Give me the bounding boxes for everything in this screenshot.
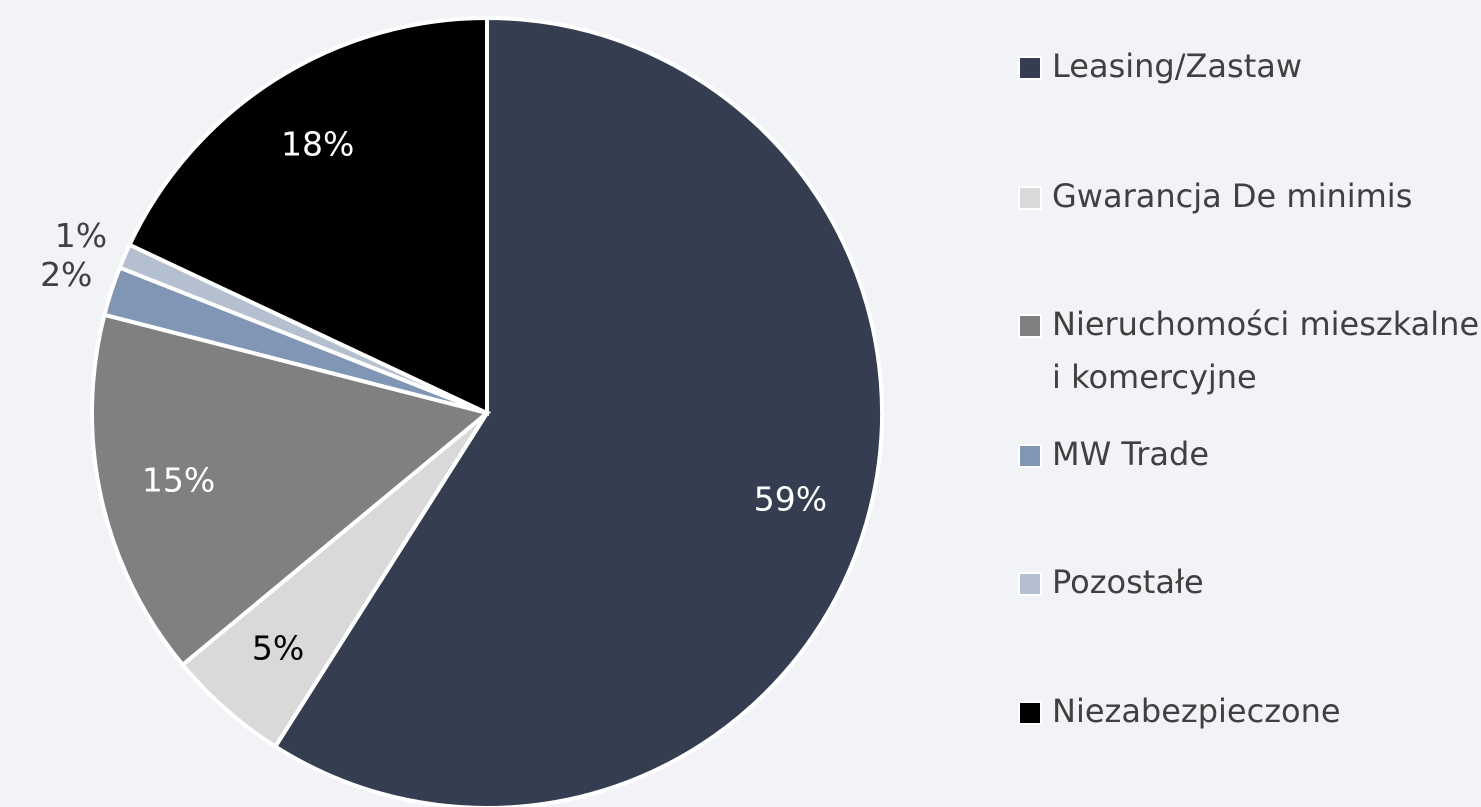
- legend-item: MW Trade: [1018, 428, 1481, 481]
- legend-swatch: [1018, 572, 1042, 596]
- legend-label: Niezabezpieczone: [1052, 692, 1341, 730]
- pie-slice: [126, 15, 489, 417]
- legend-swatch: [1018, 701, 1042, 725]
- data-label: 1%: [55, 216, 107, 255]
- legend-label: Gwarancja De minimis: [1052, 177, 1413, 215]
- legend-swatch: [1018, 314, 1042, 338]
- data-label: 2%: [40, 255, 92, 294]
- legend-swatch: [1018, 444, 1042, 468]
- legend-item: Gwarancja De minimis: [1018, 170, 1481, 223]
- data-label: 59%: [754, 480, 827, 519]
- legend-item: Nieruchomości mieszkalne i komercyjne: [1018, 298, 1481, 404]
- data-label: 5%: [252, 629, 304, 668]
- pie-area: 59% 5% 15% 2%1% 18%: [40, 15, 884, 807]
- legend-item: Leasing/Zastaw: [1018, 40, 1481, 93]
- legend-item: Niezabezpieczone: [1018, 685, 1481, 738]
- pie-slice: [272, 15, 884, 807]
- data-label: 18%: [281, 125, 354, 164]
- pie-slice: [90, 312, 492, 668]
- legend-label: Leasing/Zastaw: [1052, 47, 1303, 85]
- legend-label: Nieruchomości mieszkalne i komercyjne: [1052, 305, 1480, 396]
- data-label: 15%: [142, 460, 215, 499]
- legend-item: Pozostałe: [1018, 556, 1481, 609]
- legend-swatch: [1018, 186, 1042, 210]
- legend-label: MW Trade: [1052, 435, 1210, 473]
- legend-label: Pozostałe: [1052, 563, 1204, 601]
- legend-swatch: [1018, 56, 1042, 80]
